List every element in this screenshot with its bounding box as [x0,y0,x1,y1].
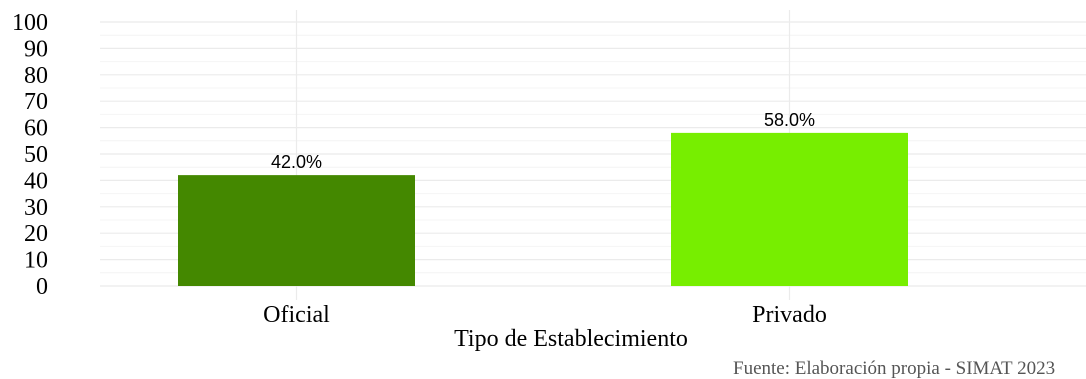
y-tick-label: 50 [24,142,48,168]
y-tick-label: 60 [24,116,48,142]
x-tick-label: Privado [752,302,827,328]
y-tick-label: 30 [24,195,48,221]
bar-oficial [178,175,415,286]
bars [178,132,908,286]
bar-value-label: 42.0% [271,152,322,172]
y-tick-label: 90 [24,36,48,62]
source-caption: Fuente: Elaboración propia - SIMAT 2023 [733,358,1055,379]
bar-value-label: 58.0% [764,110,815,130]
x-axis-ticks: Oficial Privado [263,302,827,328]
y-tick-label: 0 [36,274,48,300]
y-tick-label: 80 [24,63,48,89]
y-tick-label: 10 [24,248,48,274]
y-tick-label: 70 [24,89,48,115]
data-labels: 42.0% 58.0% [271,110,815,172]
y-tick-label: 20 [24,221,48,247]
y-tick-label: 40 [24,168,48,194]
x-axis-title: Tipo de Establecimiento [454,326,688,352]
y-tick-label: 100 [12,10,48,36]
bar-privado [671,132,908,286]
x-tick-label: Oficial [263,302,330,328]
